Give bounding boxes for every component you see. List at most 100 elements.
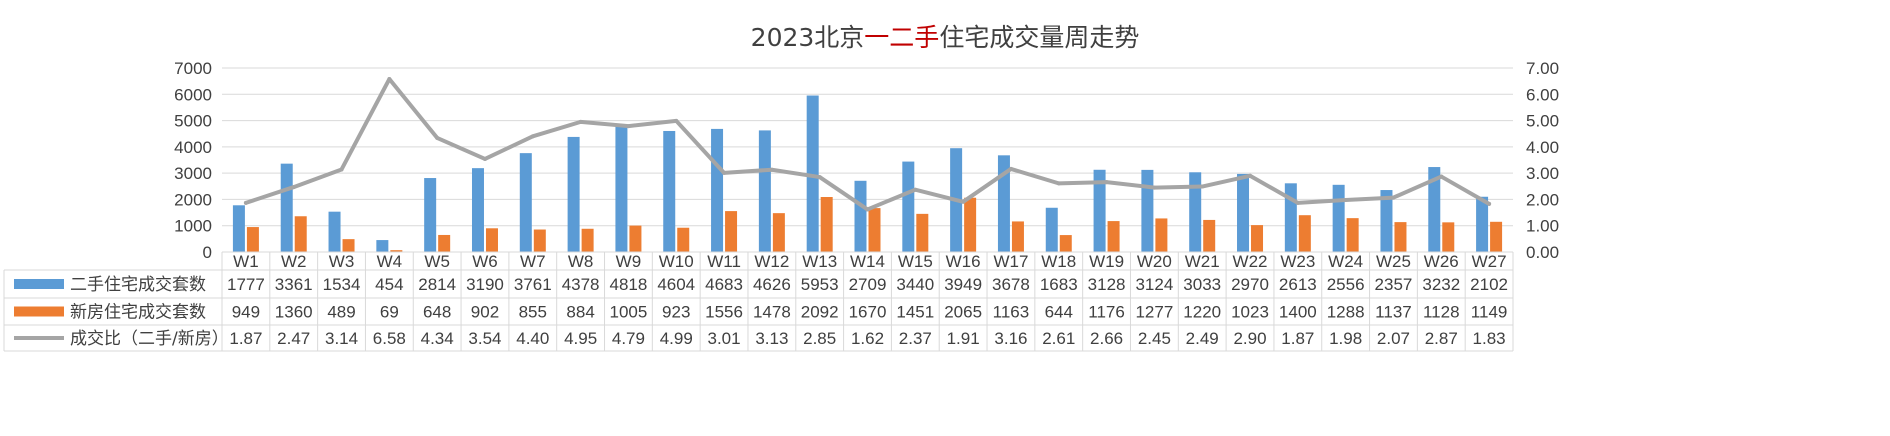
bar-resale-W17 <box>997 155 1010 252</box>
legend-label: 二手住宅成交套数 <box>70 275 206 295</box>
table-cell: 923 <box>662 303 690 322</box>
bar-new-W22 <box>1251 225 1264 252</box>
ratio-point-W12 <box>769 167 774 172</box>
table-cell: 949 <box>232 303 260 322</box>
category-label: W13 <box>802 252 837 271</box>
right-tick-label: 7.00 <box>1526 59 1559 78</box>
table-cell: 1.98 <box>1329 329 1362 348</box>
bar-new-W12 <box>772 213 785 252</box>
table-cell: 2970 <box>1231 275 1269 294</box>
table-cell: 644 <box>1045 303 1073 322</box>
title-part-1: 一二手 <box>864 23 939 52</box>
table-cell: 3761 <box>514 275 552 294</box>
bar-resale-W18 <box>1045 207 1058 252</box>
category-label: W14 <box>850 252 885 271</box>
table-cell: 4378 <box>562 275 600 294</box>
table-cell: 2613 <box>1279 275 1317 294</box>
category-label: W25 <box>1376 252 1411 271</box>
table-cell: 1.62 <box>851 329 884 348</box>
table-cell: 1.91 <box>947 329 980 348</box>
table-cell: 1360 <box>275 303 313 322</box>
data-table: W1 W2 W3 W4 W5 W6 W7 W8 W9 W10 W11 W12 W13 W14 W15 W16 W… <box>3 251 1514 352</box>
category-label: W12 <box>754 252 789 271</box>
table-cell: 5953 <box>801 275 839 294</box>
bar-new-W5 <box>438 234 451 252</box>
table-cell: 3.14 <box>325 329 358 348</box>
table-cell: 1534 <box>323 275 361 294</box>
category-label: W22 <box>1233 252 1268 271</box>
left-axis-ticks: 0 1000 2000 3000 4000 5000 6000 7000 <box>174 59 212 262</box>
left-tick-label: 5000 <box>174 112 212 131</box>
bar-resale-W20 <box>1141 169 1154 252</box>
category-label: W6 <box>472 252 498 271</box>
right-tick-label: 1.00 <box>1526 217 1559 236</box>
ratio-point-W10 <box>674 118 679 123</box>
bar-new-W27 <box>1490 221 1503 252</box>
chart-title: 2023北京一二手住宅成交量周走势 <box>751 23 1140 52</box>
bar-new-W19 <box>1107 221 1120 252</box>
bar-new-W17 <box>1011 221 1024 252</box>
bar-resale-W26 <box>1428 167 1441 252</box>
bar-new-W6 <box>485 228 498 252</box>
bar-new-W21 <box>1203 219 1216 252</box>
ratio-point-W14 <box>865 207 870 212</box>
table-cell: 489 <box>327 303 355 322</box>
table-cell: 3678 <box>992 275 1030 294</box>
bar-series <box>232 95 1503 252</box>
gridlines <box>222 67 1513 253</box>
category-label: W9 <box>616 252 642 271</box>
table-cell: 1451 <box>896 303 934 322</box>
bar-resale-W15 <box>902 161 915 252</box>
bar-resale-W23 <box>1284 183 1297 252</box>
bar-resale-W24 <box>1332 184 1345 252</box>
ratio-point-W13 <box>817 175 822 180</box>
category-label: W17 <box>993 252 1028 271</box>
ratio-point-W5 <box>435 135 440 140</box>
bar-resale-W5 <box>424 178 437 252</box>
category-label: W11 <box>707 252 741 271</box>
category-label: W3 <box>329 252 355 271</box>
left-tick-label: 0 <box>203 243 212 262</box>
category-label: W24 <box>1328 252 1363 271</box>
category-label: W10 <box>659 252 694 271</box>
right-tick-label: 4.00 <box>1526 138 1559 157</box>
table-cell: 4.34 <box>421 329 454 348</box>
table-cell: 3232 <box>1422 275 1460 294</box>
ratio-point-W16 <box>961 199 966 204</box>
table-cell: 1670 <box>849 303 887 322</box>
table-cell: 2102 <box>1470 275 1508 294</box>
category-label: W5 <box>424 252 450 271</box>
bar-new-W15 <box>916 213 929 252</box>
bar-resale-W8 <box>567 136 580 252</box>
table-cell: 2.07 <box>1377 329 1410 348</box>
table-cell: 2.66 <box>1090 329 1123 348</box>
bar-resale-W13 <box>806 95 819 252</box>
table-cell: 3.16 <box>994 329 1027 348</box>
table-cell: 2092 <box>801 303 839 322</box>
table-cell: 2709 <box>849 275 887 294</box>
table-cell: 3.13 <box>755 329 788 348</box>
title-part-2: 住宅成交量周走势 <box>939 23 1139 52</box>
title-part-0: 2023北京 <box>751 23 865 52</box>
table-cell: 2.45 <box>1138 329 1171 348</box>
bar-resale-W1 <box>232 205 245 252</box>
bar-new-W3 <box>342 239 355 252</box>
category-label: W7 <box>520 252 546 271</box>
bar-new-W1 <box>246 227 259 252</box>
ratio-point-W3 <box>339 167 344 172</box>
ratio-point-W18 <box>1056 181 1061 186</box>
left-tick-label: 6000 <box>174 85 212 104</box>
ratio-point-W15 <box>913 187 918 192</box>
bar-new-W2 <box>294 216 307 252</box>
table-cell: 1176 <box>1088 303 1125 322</box>
ratio-point-W21 <box>1200 184 1205 189</box>
bar-resale-W2 <box>280 163 293 252</box>
table-cell: 4626 <box>753 275 791 294</box>
table-cell: 1478 <box>753 303 791 322</box>
category-label: W2 <box>281 252 307 271</box>
ratio-point-W22 <box>1248 173 1253 178</box>
bar-new-W20 <box>1155 218 1168 252</box>
bar-resale-W12 <box>758 130 771 252</box>
bar-new-W18 <box>1059 235 1072 252</box>
bar-new-W23 <box>1298 215 1311 252</box>
